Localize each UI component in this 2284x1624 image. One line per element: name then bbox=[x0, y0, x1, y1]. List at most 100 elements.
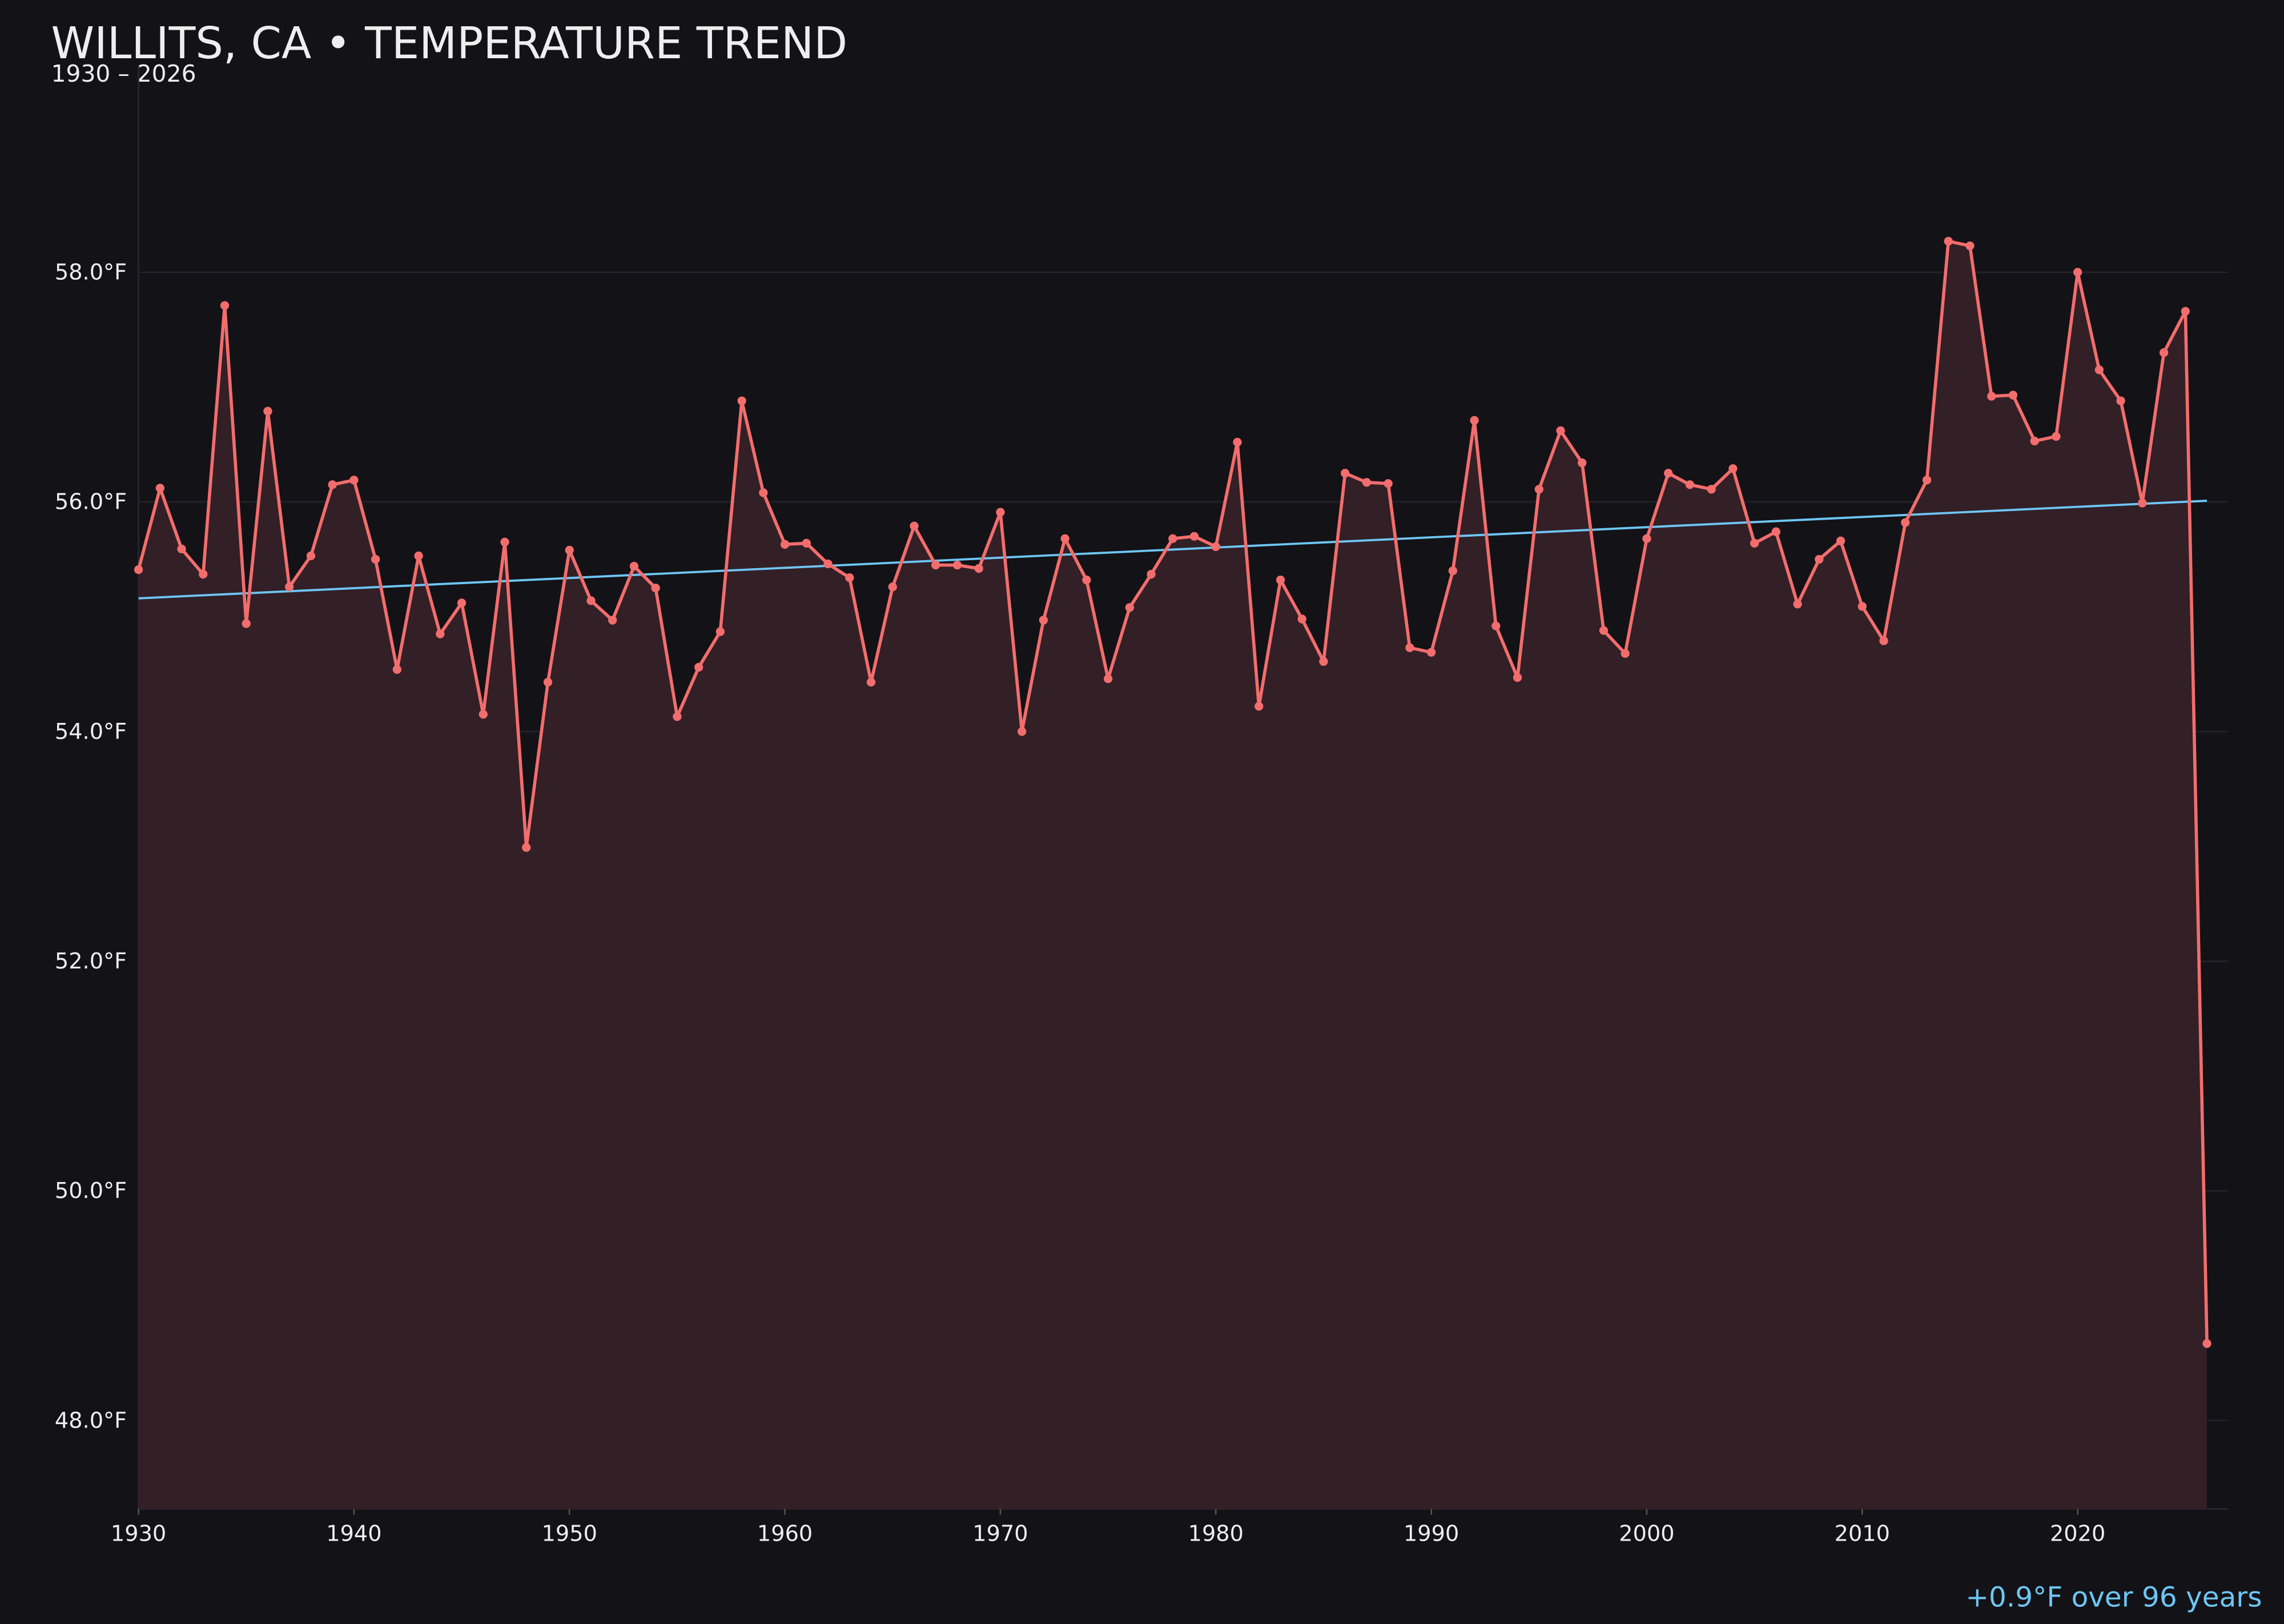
x-tick-label: 1970 bbox=[972, 1521, 1028, 1547]
point bbox=[866, 677, 876, 687]
point bbox=[1685, 480, 1695, 489]
point bbox=[522, 843, 531, 852]
point bbox=[2159, 348, 2169, 357]
point bbox=[1771, 527, 1781, 536]
y-tick-label: 48.0°F bbox=[55, 1408, 127, 1433]
point bbox=[1384, 479, 1393, 488]
point bbox=[1168, 534, 1177, 543]
point bbox=[1125, 603, 1135, 612]
point bbox=[1405, 643, 1414, 652]
point bbox=[888, 582, 897, 592]
trend-line bbox=[138, 500, 2207, 600]
point bbox=[1082, 576, 1091, 585]
point bbox=[1319, 657, 1328, 666]
point bbox=[199, 569, 208, 579]
point bbox=[759, 488, 768, 497]
point bbox=[1491, 621, 1501, 630]
x-tick-label: 2020 bbox=[2050, 1521, 2105, 1547]
point bbox=[285, 582, 294, 592]
point bbox=[1642, 534, 1651, 543]
point bbox=[1060, 534, 1069, 543]
point bbox=[1578, 458, 1587, 468]
point bbox=[500, 537, 509, 546]
x-tick-label: 1990 bbox=[1404, 1521, 1459, 1547]
point bbox=[565, 545, 574, 555]
point bbox=[2181, 307, 2190, 316]
point bbox=[371, 554, 380, 564]
point bbox=[328, 480, 337, 489]
point bbox=[1965, 241, 1975, 251]
point bbox=[2202, 1339, 2211, 1348]
point bbox=[715, 627, 725, 636]
point bbox=[457, 598, 467, 608]
x-tick-label: 1940 bbox=[326, 1521, 381, 1547]
point bbox=[1534, 485, 1543, 494]
point bbox=[1836, 536, 1845, 545]
point bbox=[1189, 532, 1199, 541]
point bbox=[845, 573, 854, 582]
chart-title: WILLITS, CA • TEMPERATURE TREND bbox=[51, 18, 848, 69]
point bbox=[1147, 569, 1156, 579]
point bbox=[802, 538, 811, 548]
point bbox=[2094, 365, 2104, 375]
point bbox=[2008, 391, 2018, 400]
x-tick-label: 2010 bbox=[1835, 1521, 1890, 1547]
y-tick-label: 50.0°F bbox=[55, 1178, 127, 1204]
x-tick-label: 1980 bbox=[1188, 1521, 1244, 1547]
point bbox=[586, 596, 596, 605]
point bbox=[952, 560, 962, 570]
point bbox=[1018, 727, 1027, 736]
point bbox=[1944, 236, 1953, 246]
point bbox=[608, 616, 617, 625]
x-tick-label: 2000 bbox=[1619, 1521, 1674, 1547]
point bbox=[1341, 469, 1350, 478]
point bbox=[306, 551, 316, 561]
point bbox=[1513, 673, 1522, 682]
chart-subtitle: 1930 – 2026 bbox=[51, 60, 196, 87]
point bbox=[910, 521, 919, 530]
point bbox=[673, 712, 682, 721]
point bbox=[1987, 392, 1996, 401]
point bbox=[1879, 636, 1888, 645]
point bbox=[1448, 566, 1458, 576]
point bbox=[629, 561, 639, 571]
point bbox=[1254, 702, 1264, 711]
point bbox=[651, 584, 660, 593]
y-tick-label: 56.0°F bbox=[55, 489, 127, 515]
point bbox=[2138, 499, 2147, 508]
point bbox=[1922, 476, 1932, 485]
point bbox=[1707, 485, 1716, 494]
point bbox=[1857, 602, 1867, 611]
point bbox=[780, 540, 790, 549]
point bbox=[694, 662, 703, 672]
point bbox=[823, 559, 833, 569]
point bbox=[1211, 542, 1220, 552]
point bbox=[1362, 478, 1372, 487]
point bbox=[1470, 416, 1479, 425]
x-tick-label: 1960 bbox=[757, 1521, 813, 1547]
point bbox=[2052, 432, 2061, 441]
point bbox=[436, 629, 445, 638]
point bbox=[1103, 674, 1113, 684]
point bbox=[349, 476, 359, 485]
y-tick-label: 58.0°F bbox=[55, 259, 127, 285]
point bbox=[242, 619, 251, 628]
point bbox=[1901, 518, 1910, 527]
point bbox=[1297, 614, 1306, 624]
y-tick-label: 52.0°F bbox=[55, 948, 127, 974]
point bbox=[996, 508, 1005, 517]
point bbox=[974, 564, 983, 573]
point bbox=[478, 710, 488, 719]
point bbox=[543, 677, 553, 687]
point bbox=[931, 560, 940, 570]
point bbox=[1815, 554, 1824, 564]
point bbox=[1426, 648, 1436, 657]
y-tick-label: 54.0°F bbox=[55, 719, 127, 745]
point bbox=[1750, 538, 1759, 548]
point bbox=[220, 301, 230, 310]
point bbox=[1793, 600, 1802, 609]
area bbox=[138, 241, 2207, 1509]
point bbox=[2030, 436, 2039, 446]
point bbox=[1233, 437, 1242, 447]
